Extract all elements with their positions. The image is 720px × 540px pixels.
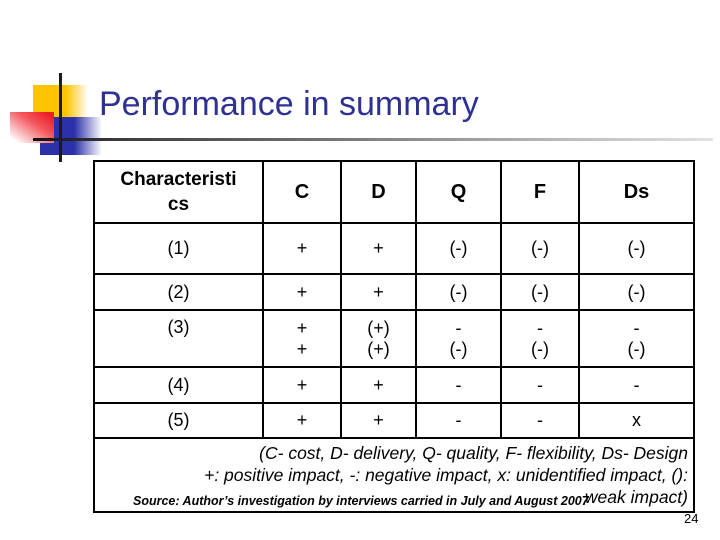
- cell-value: (-): [578, 222, 695, 275]
- row-label: (2): [93, 273, 264, 311]
- table-header-row: Characteristi cs C D Q F Ds: [93, 160, 695, 224]
- footnote-source: Source: Author’s investigation by interv…: [133, 494, 589, 508]
- cell-value: (+) (+): [340, 309, 417, 368]
- cell-value: (-): [500, 222, 580, 275]
- cell-value: -: [415, 402, 502, 439]
- cell-value: -: [578, 366, 695, 404]
- title-underline-rule: [33, 138, 713, 141]
- cell-value: - (-): [578, 309, 695, 368]
- cell-value: +: [340, 222, 417, 275]
- table-row: (2) + + (-) (-) (-): [93, 273, 695, 311]
- slide-title: Performance in summary: [99, 85, 479, 123]
- cell-value: (-): [415, 222, 502, 275]
- table-footnote-row: (C- cost, D- delivery, Q- quality, F- fl…: [93, 437, 695, 513]
- cell-value: -: [500, 366, 580, 404]
- footnote-cell: (C- cost, D- delivery, Q- quality, F- fl…: [93, 437, 695, 513]
- footnote-legend-line2: +: positive impact, -: negative impact, …: [204, 465, 688, 485]
- cell-value: - (-): [500, 309, 580, 368]
- performance-summary-table: Characteristi cs C D Q F Ds (1) + + (-) …: [93, 160, 695, 513]
- cell-value: x: [578, 402, 695, 439]
- cell-value: -: [415, 366, 502, 404]
- cell-value: +: [262, 273, 342, 311]
- table-row: (5) + + - - x: [93, 402, 695, 439]
- header-col-c: C: [262, 160, 342, 224]
- cell-value: +: [340, 402, 417, 439]
- cell-value: +: [340, 273, 417, 311]
- decor-vertical-line: [59, 73, 62, 162]
- footnote-legend-line1: (C- cost, D- delivery, Q- quality, F- fl…: [259, 443, 688, 463]
- cell-value: +: [262, 402, 342, 439]
- row-label: (1): [93, 222, 264, 275]
- cell-value: + +: [262, 309, 342, 368]
- table-row: (4) + + - - -: [93, 366, 695, 404]
- cell-value: - (-): [415, 309, 502, 368]
- header-col-ds: Ds: [578, 160, 695, 224]
- decor-red-square: [10, 112, 54, 143]
- header-characteristics: Characteristi cs: [93, 160, 264, 224]
- cell-value: (-): [578, 273, 695, 311]
- header-col-f: F: [500, 160, 580, 224]
- cell-value: +: [340, 366, 417, 404]
- table-row: (3) + + (+) (+) - (-) - (-) - (-): [93, 309, 695, 368]
- row-label: (4): [93, 366, 264, 404]
- cell-value: -: [500, 402, 580, 439]
- table-row: (1) + + (-) (-) (-): [93, 222, 695, 275]
- row-label: (5): [93, 402, 264, 439]
- page-number: 24: [684, 511, 699, 526]
- header-col-q: Q: [415, 160, 502, 224]
- header-col-d: D: [340, 160, 417, 224]
- cell-value: (-): [415, 273, 502, 311]
- row-label: (3): [93, 309, 264, 368]
- cell-value: +: [262, 222, 342, 275]
- cell-value: +: [262, 366, 342, 404]
- cell-value: (-): [500, 273, 580, 311]
- footnote-legend-line3: weak impact): [584, 487, 688, 507]
